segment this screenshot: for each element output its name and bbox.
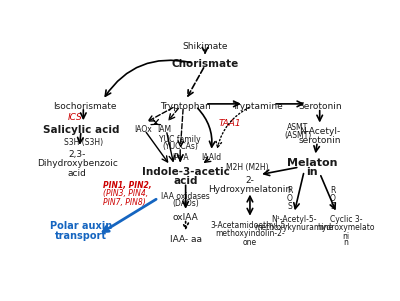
Text: (DAOs): (DAOs) — [172, 199, 199, 208]
Text: S3H (S3H): S3H (S3H) — [64, 138, 103, 147]
Text: Dihydroxybenzoic: Dihydroxybenzoic — [37, 159, 118, 168]
Text: R: R — [287, 186, 292, 195]
Text: Cyclic 3-: Cyclic 3- — [330, 215, 362, 224]
Text: acid: acid — [173, 176, 198, 186]
Text: IAOx: IAOx — [134, 125, 152, 134]
Text: 2,3-: 2,3- — [68, 150, 86, 159]
Text: methoxykynuramine: methoxykynuramine — [255, 223, 334, 232]
Text: 2-: 2- — [246, 176, 254, 185]
Text: Chorismate: Chorismate — [171, 59, 239, 69]
Text: oxIAA: oxIAA — [173, 213, 198, 222]
Text: Serotonin: Serotonin — [298, 101, 342, 110]
Text: Tryptamine: Tryptamine — [232, 101, 283, 110]
Text: S: S — [330, 202, 335, 211]
Text: one: one — [243, 238, 257, 247]
Text: YUC family: YUC family — [159, 135, 201, 144]
Text: (PIN3, PIN4,: (PIN3, PIN4, — [103, 189, 148, 198]
Text: S: S — [287, 202, 292, 211]
Text: Tryptophan: Tryptophan — [160, 101, 211, 110]
Text: Hydroxymelatonin: Hydroxymelatonin — [208, 185, 292, 194]
Text: hydroxymelato: hydroxymelato — [317, 223, 375, 232]
Text: TAA1: TAA1 — [218, 119, 241, 128]
Text: 3-Acetamidoethyl-5-: 3-Acetamidoethyl-5- — [211, 221, 289, 230]
Text: Isochorismate: Isochorismate — [53, 101, 117, 110]
Text: Shikimate: Shikimate — [182, 42, 228, 51]
Text: PIN7, PIN8): PIN7, PIN8) — [103, 198, 146, 207]
Text: Indole-3-acetic: Indole-3-acetic — [142, 167, 230, 177]
Text: IAAld: IAAld — [201, 153, 221, 162]
Text: ni: ni — [342, 232, 350, 241]
Text: Salicylic acid: Salicylic acid — [43, 125, 119, 135]
Text: Polar auxin: Polar auxin — [50, 221, 112, 231]
Text: O: O — [286, 194, 292, 203]
Text: ICS: ICS — [68, 113, 82, 122]
Text: IAA- aa: IAA- aa — [170, 235, 202, 244]
Text: IPyA: IPyA — [172, 153, 188, 162]
Text: M2H (M2H): M2H (M2H) — [226, 163, 269, 172]
Text: serotonin: serotonin — [298, 136, 341, 145]
Text: methoxyindolin-2-: methoxyindolin-2- — [215, 229, 285, 238]
Text: acid: acid — [68, 169, 86, 178]
Text: ASMT: ASMT — [287, 123, 309, 132]
Text: N¹-Acetyl-5-: N¹-Acetyl-5- — [271, 215, 317, 224]
Text: R: R — [330, 186, 336, 195]
Text: PIN1, PIN2,: PIN1, PIN2, — [103, 181, 151, 190]
Text: transport: transport — [55, 231, 107, 241]
Text: O: O — [330, 194, 336, 203]
Text: IAA oxidases: IAA oxidases — [161, 192, 210, 201]
Text: IAM: IAM — [158, 125, 172, 134]
Text: in: in — [306, 167, 318, 177]
Text: N-Acetyl-: N-Acetyl- — [299, 127, 340, 136]
Text: n: n — [344, 238, 348, 247]
Text: (ASMT): (ASMT) — [284, 131, 312, 140]
Text: (YUCCAs): (YUCCAs) — [162, 142, 198, 151]
Text: Melaton: Melaton — [287, 158, 337, 168]
